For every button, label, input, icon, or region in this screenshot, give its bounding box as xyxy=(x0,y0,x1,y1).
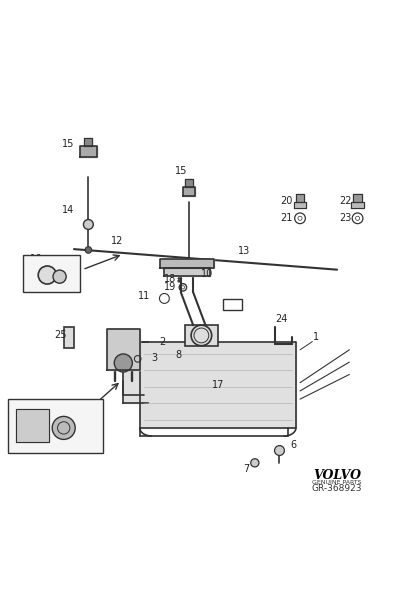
Text: GENUINE PARTS: GENUINE PARTS xyxy=(312,480,362,484)
Text: 20: 20 xyxy=(281,196,293,206)
Polygon shape xyxy=(84,138,92,147)
Text: 12: 12 xyxy=(111,236,123,246)
Text: 3: 3 xyxy=(151,353,157,363)
Circle shape xyxy=(85,246,92,253)
Text: 15: 15 xyxy=(175,166,187,176)
Circle shape xyxy=(83,219,93,230)
Text: 1: 1 xyxy=(314,332,319,343)
Circle shape xyxy=(53,270,66,283)
Polygon shape xyxy=(16,409,49,442)
Text: 13: 13 xyxy=(238,246,251,256)
Text: 2: 2 xyxy=(159,337,166,347)
Text: 10: 10 xyxy=(201,269,214,279)
Text: 23: 23 xyxy=(339,213,351,224)
Polygon shape xyxy=(185,179,193,188)
Bar xyxy=(64,327,74,348)
Text: 22: 22 xyxy=(339,196,351,206)
Text: 5: 5 xyxy=(58,408,64,418)
Text: 7: 7 xyxy=(243,464,250,474)
Polygon shape xyxy=(140,341,296,428)
Polygon shape xyxy=(123,341,148,403)
Text: 8: 8 xyxy=(176,350,182,360)
Circle shape xyxy=(251,459,259,467)
Text: VOLVO: VOLVO xyxy=(313,469,361,481)
Text: GR-368923: GR-368923 xyxy=(312,484,362,493)
Circle shape xyxy=(275,445,284,456)
Circle shape xyxy=(38,266,56,284)
Polygon shape xyxy=(351,202,364,208)
Text: 15: 15 xyxy=(62,139,74,149)
Text: 19: 19 xyxy=(164,282,177,292)
Text: 9: 9 xyxy=(229,299,235,309)
Bar xyxy=(8,399,103,453)
Text: 6: 6 xyxy=(291,440,297,450)
Polygon shape xyxy=(107,329,140,370)
Text: 4: 4 xyxy=(17,401,23,411)
Bar xyxy=(23,255,80,292)
Polygon shape xyxy=(160,260,214,267)
Polygon shape xyxy=(164,267,210,276)
Text: 18: 18 xyxy=(164,274,177,284)
Text: 11: 11 xyxy=(138,291,150,301)
Polygon shape xyxy=(80,147,97,157)
Text: 24: 24 xyxy=(275,314,288,324)
Polygon shape xyxy=(296,194,304,202)
Text: 14: 14 xyxy=(62,205,74,215)
Polygon shape xyxy=(294,202,306,208)
Circle shape xyxy=(114,354,132,372)
Text: 17: 17 xyxy=(212,380,224,390)
Bar xyxy=(185,325,218,346)
Text: 25: 25 xyxy=(54,331,67,340)
Text: 21: 21 xyxy=(281,213,293,224)
Polygon shape xyxy=(183,188,195,196)
Circle shape xyxy=(52,416,75,439)
Text: 16: 16 xyxy=(30,254,42,264)
Bar xyxy=(223,299,242,310)
Polygon shape xyxy=(353,194,362,202)
